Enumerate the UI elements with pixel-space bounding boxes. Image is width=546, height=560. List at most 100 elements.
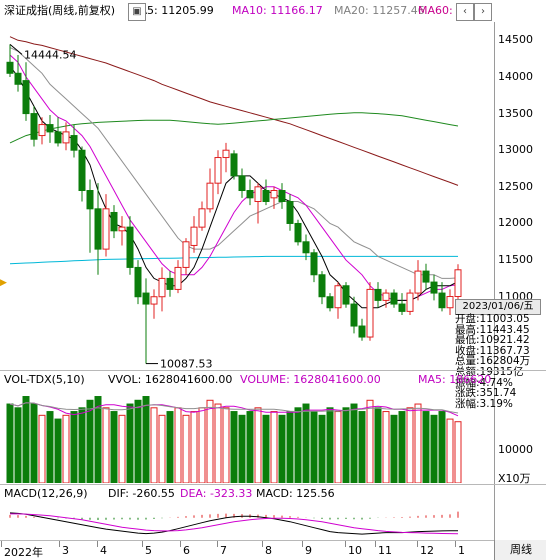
detail-row: 总量:162804万 [455, 355, 531, 368]
candle-down [54, 131, 62, 144]
volume-tick: 10000 [498, 443, 533, 456]
candle-down [310, 252, 318, 276]
time-tick-mark [455, 541, 456, 547]
candle-down [70, 135, 78, 151]
volume-bar-down [398, 411, 406, 483]
detail-row: 收盘:11367.73 [455, 344, 530, 357]
candle-down [278, 190, 286, 202]
macd-dea-readout: DEA: -323.33 [180, 487, 253, 500]
price-chart[interactable]: 14444.54 10087.53 [0, 22, 494, 370]
candle-down [294, 222, 302, 243]
time-tick-label: 7 [220, 544, 227, 557]
volume-bar-down [6, 403, 14, 483]
scroll-right-icon[interactable]: › [474, 3, 492, 21]
price-tick-label: 14000 [498, 69, 533, 83]
index-title: 深证成指(周线,前复权) [4, 4, 116, 17]
candle-down [94, 208, 102, 250]
volume-bar-down [78, 407, 86, 483]
time-tick-label: 3 [62, 544, 69, 557]
volume-bar-up [406, 407, 414, 483]
volume-bar-down [438, 411, 446, 483]
volume-bar-up [38, 414, 46, 483]
macd-dif-readout: DIF: -260.55 [108, 487, 175, 500]
volume-bar-down [238, 414, 246, 483]
macd-indicator-name: MACD(12,26,9) [4, 487, 88, 500]
candle-down [342, 285, 350, 305]
candle-down [398, 303, 406, 312]
volume-ma5-line [9, 402, 459, 417]
volume-bar-down [246, 411, 254, 483]
candle-down [318, 274, 326, 298]
high-pointer [9, 43, 23, 55]
price-tick-label: 12000 [498, 216, 533, 230]
volume-readout: VOLUME: 1628041600.00 [240, 373, 381, 386]
volume-bar-down [94, 396, 102, 483]
volume-bar-up [174, 407, 182, 483]
scroll-left-icon[interactable]: ‹ [456, 3, 474, 21]
candle-up [102, 208, 110, 250]
time-tick-label: 4 [100, 544, 107, 557]
candle-down [262, 190, 270, 202]
time-tick-mark [217, 541, 218, 547]
macd-chart[interactable] [0, 503, 494, 540]
volume-bar-down [110, 411, 118, 483]
time-tick-label: 11 [378, 544, 392, 557]
candle-up [182, 241, 190, 268]
detail-row: 开盘:11003.05 [455, 313, 530, 325]
candle-down [46, 124, 54, 133]
candle-up [198, 208, 206, 228]
time-tick-mark [97, 541, 98, 547]
detail-panel: 开盘:11003.05 最高:11443.45 最低:10921.42 收盘:1… [455, 314, 539, 409]
candle-up [62, 131, 70, 144]
panel-divider [0, 484, 546, 485]
toggle-icon[interactable]: ▣ [128, 3, 146, 21]
candle-up [38, 124, 46, 137]
candle-down [6, 61, 14, 74]
vvol-readout: VVOL: 1628041600.00 [108, 373, 233, 386]
volume-bar-down [142, 396, 150, 483]
ma20-readout: MA20: 11257.46 [334, 4, 425, 17]
detail-row: 涨幅:3.19% [455, 397, 513, 410]
period-button[interactable]: 周线 [494, 540, 546, 560]
ma60-line [9, 112, 459, 144]
volume-bar-up [454, 421, 462, 483]
volume-bar-down [278, 414, 286, 483]
time-tick-mark [59, 541, 60, 547]
time-tick-mark [345, 541, 346, 547]
candle-down [430, 281, 438, 294]
ma20-line [9, 47, 459, 279]
volume-bar-up [158, 414, 166, 483]
candle-up [334, 285, 342, 309]
volume-bar-down [310, 411, 318, 483]
volume-bar-up [414, 403, 422, 483]
macd-value-readout: MACD: 125.56 [256, 487, 335, 500]
candle-up [190, 226, 198, 246]
candle-up [446, 296, 454, 309]
volume-bar-down [14, 407, 22, 483]
candle-down [22, 80, 30, 115]
time-tick-label: 12 [420, 544, 434, 557]
volume-bar-down [350, 403, 358, 483]
candle-up [414, 270, 422, 294]
volume-bar-up [150, 407, 158, 483]
time-tick-label: 2022年 [4, 546, 43, 559]
price-tick-label: 13500 [498, 106, 533, 120]
panel-divider [0, 370, 546, 371]
low-price-label: 10087.53 [160, 358, 213, 370]
volume-bar-down [166, 411, 174, 483]
time-tick-mark [375, 541, 376, 547]
ma5-readout: MA5: 11205.99 [130, 4, 214, 17]
time-tick-mark [417, 541, 418, 547]
volume-chart[interactable] [0, 389, 494, 483]
detail-row: 最高:11443.45 [455, 323, 530, 336]
volume-bar-up [198, 407, 206, 483]
volume-bar-down [302, 403, 310, 483]
high-price-label: 14444.54 [24, 48, 77, 61]
ma10-readout: MA10: 11166.17 [232, 4, 323, 17]
candle-down [358, 325, 366, 338]
volume-bar-up [270, 411, 278, 483]
volume-bar-down [126, 403, 134, 483]
detail-row: 涨跌:351.74 [455, 387, 517, 400]
volume-bar-down [262, 414, 270, 483]
candle-up [158, 277, 166, 298]
